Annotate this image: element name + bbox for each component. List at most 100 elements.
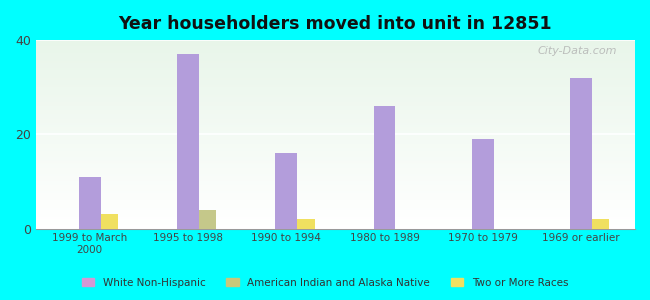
Bar bbox=[36, 146, 635, 148]
Bar bbox=[36, 155, 635, 157]
Bar bbox=[36, 176, 635, 178]
Bar bbox=[36, 125, 635, 127]
Bar bbox=[36, 179, 635, 182]
Bar bbox=[36, 227, 635, 229]
Bar bbox=[36, 144, 635, 146]
Bar bbox=[36, 174, 635, 176]
Bar bbox=[36, 187, 635, 189]
Bar bbox=[36, 134, 635, 136]
Bar bbox=[36, 63, 635, 64]
Bar bbox=[36, 91, 635, 93]
Bar bbox=[36, 140, 635, 142]
Bar bbox=[36, 74, 635, 76]
Bar bbox=[36, 127, 635, 129]
Bar bbox=[36, 112, 635, 114]
Bar bbox=[36, 68, 635, 70]
Bar bbox=[36, 48, 635, 50]
Bar bbox=[36, 159, 635, 161]
Bar bbox=[36, 89, 635, 91]
Bar bbox=[36, 168, 635, 170]
Bar bbox=[36, 70, 635, 72]
Bar bbox=[79, 177, 101, 229]
Bar bbox=[592, 219, 610, 229]
Bar bbox=[36, 67, 635, 68]
Bar bbox=[101, 214, 118, 229]
Bar bbox=[570, 78, 592, 229]
Bar bbox=[36, 157, 635, 159]
Bar bbox=[36, 193, 635, 195]
Bar bbox=[36, 195, 635, 197]
Bar bbox=[36, 210, 635, 212]
Legend: White Non-Hispanic, American Indian and Alaska Native, Two or More Races: White Non-Hispanic, American Indian and … bbox=[78, 274, 572, 292]
Bar bbox=[472, 139, 493, 229]
Bar bbox=[36, 172, 635, 174]
Bar bbox=[297, 219, 315, 229]
Bar bbox=[36, 110, 635, 112]
Bar bbox=[36, 149, 635, 151]
Bar bbox=[36, 85, 635, 87]
Bar bbox=[36, 164, 635, 166]
Bar bbox=[36, 106, 635, 108]
Bar bbox=[36, 121, 635, 123]
Bar bbox=[36, 72, 635, 74]
Bar bbox=[36, 223, 635, 225]
Bar bbox=[36, 40, 635, 42]
Bar bbox=[36, 108, 635, 110]
Bar bbox=[36, 198, 635, 200]
Bar bbox=[36, 136, 635, 138]
Bar bbox=[36, 206, 635, 208]
Bar bbox=[36, 130, 635, 132]
Bar bbox=[36, 189, 635, 191]
Bar bbox=[36, 93, 635, 95]
Bar bbox=[36, 78, 635, 80]
Bar bbox=[36, 129, 635, 130]
Bar bbox=[36, 97, 635, 98]
Bar bbox=[36, 95, 635, 97]
Bar bbox=[36, 219, 635, 221]
Title: Year householders moved into unit in 12851: Year householders moved into unit in 128… bbox=[118, 15, 552, 33]
Bar bbox=[36, 196, 635, 198]
Bar bbox=[36, 53, 635, 55]
Bar bbox=[36, 214, 635, 215]
Bar bbox=[36, 119, 635, 121]
Bar bbox=[36, 202, 635, 204]
Bar bbox=[36, 87, 635, 89]
Bar bbox=[36, 98, 635, 101]
Bar bbox=[36, 123, 635, 125]
Bar bbox=[36, 42, 635, 44]
Bar bbox=[36, 167, 635, 168]
Bar bbox=[36, 138, 635, 140]
Bar bbox=[36, 185, 635, 187]
Bar bbox=[36, 212, 635, 214]
Text: City-Data.com: City-Data.com bbox=[538, 46, 617, 56]
Bar bbox=[36, 117, 635, 119]
Bar bbox=[36, 82, 635, 83]
Bar bbox=[36, 183, 635, 185]
Bar bbox=[36, 163, 635, 164]
Bar bbox=[36, 57, 635, 59]
Bar bbox=[177, 54, 199, 229]
Bar bbox=[36, 59, 635, 61]
Bar bbox=[36, 104, 635, 106]
Bar bbox=[36, 61, 635, 63]
Bar bbox=[374, 106, 395, 229]
Bar bbox=[36, 76, 635, 78]
Bar bbox=[36, 83, 635, 85]
Bar bbox=[36, 153, 635, 155]
Bar bbox=[36, 114, 635, 116]
Bar bbox=[36, 221, 635, 223]
Bar bbox=[36, 51, 635, 53]
Bar bbox=[36, 80, 635, 82]
Bar bbox=[36, 204, 635, 206]
Bar bbox=[36, 182, 635, 183]
Bar bbox=[36, 170, 635, 172]
Bar bbox=[36, 191, 635, 193]
Bar bbox=[36, 64, 635, 67]
Bar bbox=[36, 100, 635, 102]
Bar bbox=[36, 161, 635, 163]
Bar bbox=[36, 102, 635, 104]
Bar bbox=[36, 44, 635, 46]
Bar bbox=[36, 50, 635, 51]
Bar bbox=[36, 217, 635, 219]
Bar bbox=[36, 148, 635, 149]
